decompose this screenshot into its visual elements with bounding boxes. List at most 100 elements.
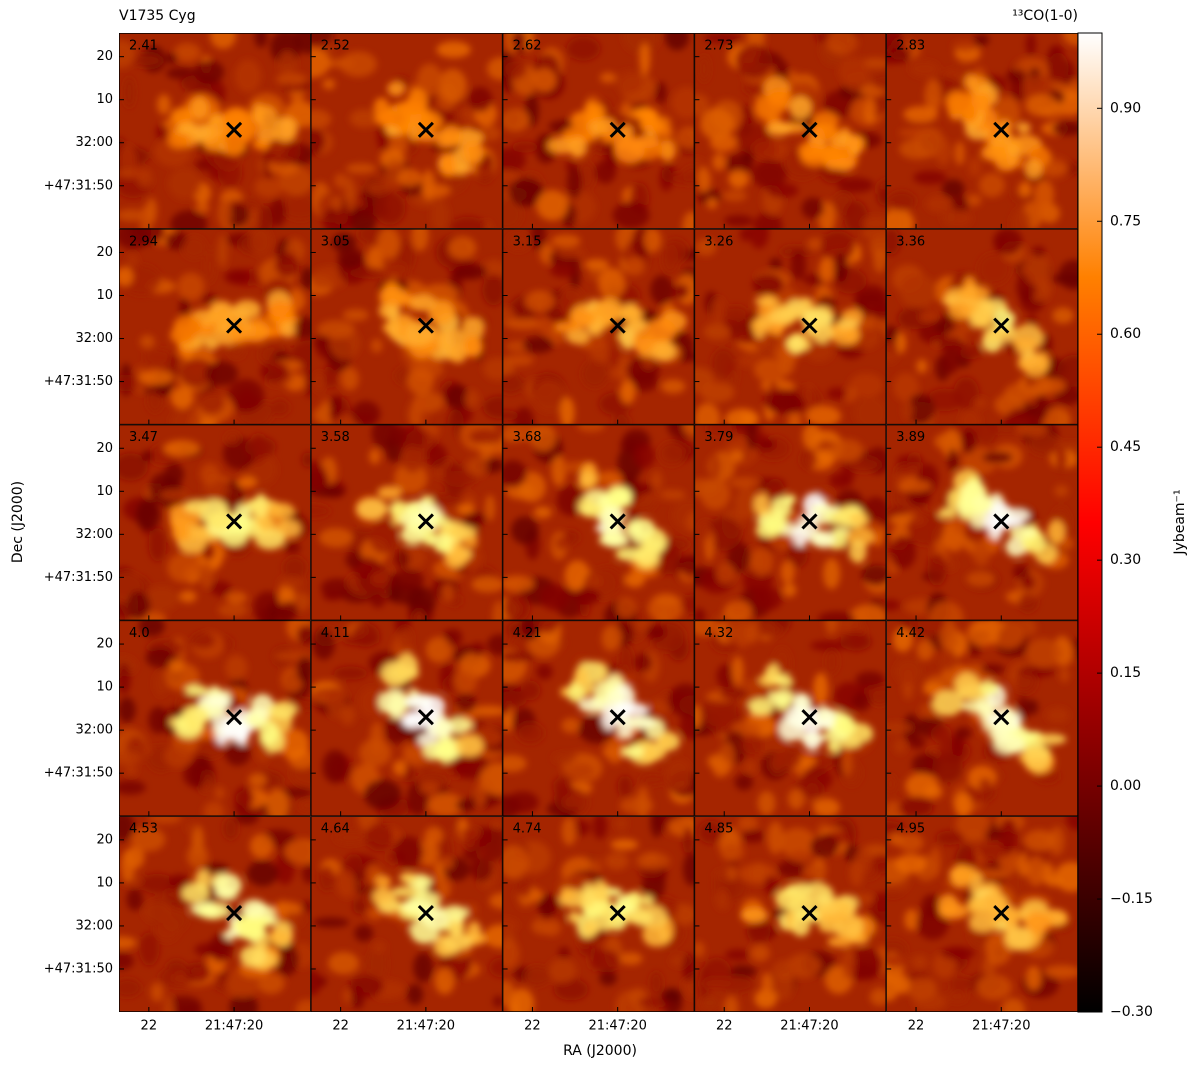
noise-blob [119, 816, 135, 842]
channel-label: 4.85 [704, 822, 733, 837]
noise-blob [618, 645, 634, 678]
noise-blob [464, 389, 479, 408]
emission-blob [766, 121, 792, 136]
noise-blob [351, 623, 380, 647]
channel-label: 2.62 [513, 39, 542, 54]
emission-blob [171, 523, 190, 542]
emission-blob [276, 519, 301, 539]
noise-blob [659, 168, 673, 192]
noise-blob [119, 978, 142, 998]
emission-blob [994, 152, 1018, 172]
y-label: Dec (J2000) [10, 481, 26, 563]
noise-blob [373, 191, 406, 225]
noise-blob [210, 33, 237, 49]
noise-blob [710, 297, 726, 324]
source-marker [226, 709, 243, 726]
noise-blob [978, 253, 1011, 285]
noise-blob [537, 894, 557, 918]
noise-blob [163, 440, 201, 457]
noise-blob [148, 527, 167, 562]
source-marker [226, 904, 243, 922]
emission [694, 33, 887, 229]
noise-blob [699, 382, 735, 403]
noise-blob [604, 852, 629, 871]
channel-label: 3.68 [513, 430, 542, 445]
source-marker [417, 709, 434, 726]
emission-blob [748, 698, 774, 716]
noise-blob [953, 377, 980, 410]
noise-blob [393, 836, 424, 868]
noise-blob [468, 86, 493, 113]
channel-label: 3.89 [896, 430, 925, 445]
noise-blob [1034, 179, 1055, 209]
noise-blob [552, 776, 573, 797]
emission-blob [658, 734, 672, 750]
noise-blob [703, 33, 741, 44]
y-tick-label: 20 [96, 441, 113, 456]
noise-blob [119, 952, 134, 970]
noise-blob [234, 59, 262, 93]
noise-blob [369, 570, 390, 586]
emission-blob [816, 706, 831, 722]
noise-blob [610, 839, 639, 850]
emission-blob [374, 875, 392, 889]
emission [886, 816, 1079, 1013]
emission [310, 816, 503, 1010]
noise-blob [720, 687, 748, 700]
noise-blob [908, 620, 946, 637]
noise-blob [551, 455, 567, 486]
noise-blob [660, 379, 686, 394]
emission-blob [957, 495, 977, 520]
noise-blob [810, 640, 848, 652]
noise-blob [278, 50, 297, 76]
emission-blob [799, 732, 826, 744]
noise-blob [456, 798, 476, 812]
noise-blob [278, 728, 310, 760]
emission-blob [580, 503, 604, 518]
emission-blob [268, 930, 292, 946]
emission-blob [823, 730, 849, 742]
noise-blob [345, 163, 376, 174]
emission-blob [627, 716, 657, 729]
noise-blob [573, 587, 601, 605]
noise-blob [484, 494, 496, 521]
emission-blob [636, 134, 660, 149]
emission-blob [937, 507, 956, 519]
noise-blob [750, 862, 768, 884]
channel-label: 2.73 [704, 39, 733, 54]
emission-blob [643, 746, 658, 763]
emission-blob [573, 667, 589, 686]
noise-blob [746, 424, 757, 451]
noise-blob [780, 560, 795, 584]
emission-blob [740, 907, 768, 923]
noise-blob [934, 433, 960, 451]
noise-blob [217, 197, 233, 229]
noise-blob [650, 471, 663, 489]
noise-blob [225, 655, 248, 681]
noise-blob [351, 400, 381, 425]
x-tick-label: 21:47:20 [972, 1019, 1030, 1034]
noise-blob [655, 81, 667, 105]
noise-blob [168, 167, 201, 200]
noise-blob [296, 656, 311, 683]
noise-blob [993, 228, 1023, 255]
noise-blob [849, 604, 887, 621]
noise-blob [438, 68, 467, 103]
noise-blob [715, 888, 730, 911]
noise-blob [411, 228, 429, 252]
noise-blob [789, 850, 813, 863]
x-tick-label: 22 [141, 1019, 158, 1034]
noise-blob [682, 211, 695, 229]
noise-blob [947, 448, 959, 471]
noise-blob [312, 627, 335, 660]
noise-blob [569, 763, 594, 779]
noise-blob [397, 168, 423, 187]
noise-blob [412, 391, 445, 413]
noise-blob [453, 263, 488, 280]
noise-blob [157, 94, 171, 115]
emission [694, 816, 887, 1013]
colorbar-tick-label: 0.15 [1110, 665, 1141, 681]
noise-blob [447, 628, 463, 647]
line-label: ¹³CO(1-0) [1012, 8, 1078, 24]
noise-blob [566, 165, 582, 199]
